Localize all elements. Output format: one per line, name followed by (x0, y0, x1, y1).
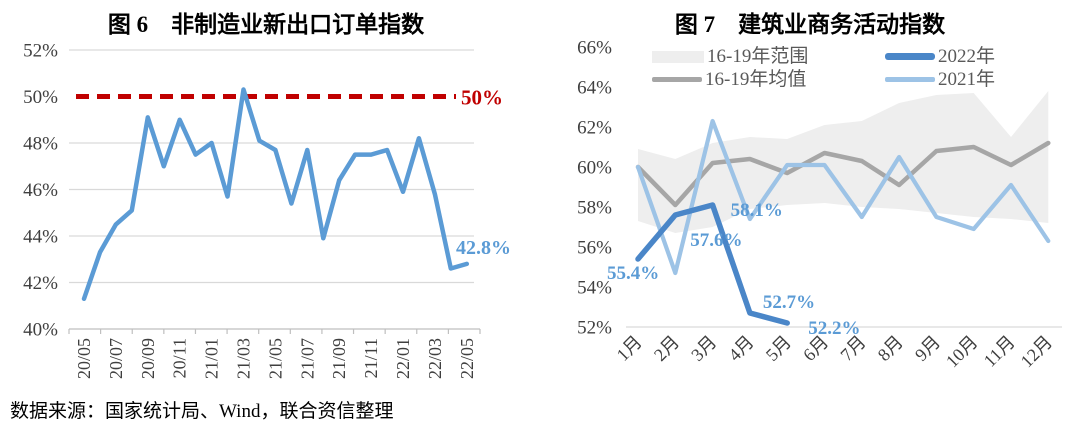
x-tick-label: 10月 (942, 332, 982, 372)
y-tick-label: 64% (577, 78, 612, 99)
x-tick-label: 1月 (613, 332, 646, 365)
y-tick-label: 56% (577, 238, 612, 259)
legend-item-mean: 16-19年均值 (652, 68, 885, 91)
legend-label-mean: 16-19年均值 (705, 69, 807, 90)
y-tick-label: 52% (23, 41, 58, 62)
y-tick-label: 66% (577, 38, 612, 59)
x-tick-label: 20/07 (106, 338, 126, 379)
legend-item-range: 16-19年范围 (652, 45, 885, 68)
end-value-label: 42.8% (456, 237, 511, 259)
range-band-swatch (652, 50, 704, 63)
y-axis-labels: 52% 54% 56% 58% 60% 62% 64% 66% (577, 38, 612, 339)
x-tick-label: 5月 (762, 332, 795, 365)
chart7-title: 图 7 建筑业商务活动指数 (674, 12, 946, 37)
x-tick-label: 21/01 (202, 338, 222, 379)
x-tick-label: 12月 (1017, 332, 1057, 372)
x-axis (68, 328, 481, 334)
chart6-title: 图 6 非制造业新出口订单指数 (107, 12, 425, 37)
reference-line-50: 50% (76, 86, 503, 110)
x-tick-label: 2月 (650, 332, 683, 365)
chart7-legend: 16-19年范围 2022年 16-19年均值 2021年 (652, 45, 995, 91)
data-point-label: 55.4% (607, 263, 659, 284)
y-tick-label: 50% (23, 87, 58, 108)
source-note: 数据来源：国家统计局、Wind，联合资信整理 (10, 401, 394, 422)
line-2022-swatch (885, 53, 935, 60)
y-axis-labels: 40% 42% 44% 46% 48% 50% 52% (23, 41, 58, 341)
x-tick-label: 3月 (687, 332, 720, 365)
data-point-label: 57.6% (690, 230, 742, 251)
series-gray-line (635, 140, 1051, 208)
data-point-label: 58.1% (731, 200, 783, 221)
x-tick-label: 21/07 (297, 338, 317, 379)
x-tick-label: 4月 (724, 332, 757, 365)
x-tick-label: 11月 (980, 332, 1019, 371)
y-tick-label: 44% (23, 227, 58, 248)
line-2021-swatch (885, 77, 935, 82)
x-tick-label: 22/05 (457, 338, 477, 379)
series-light_blue-line (635, 118, 1051, 276)
series-nonmfg-export-line (81, 87, 470, 302)
x-tick-label: 21/11 (361, 338, 381, 378)
legend-label-2021: 2021年 (938, 69, 996, 90)
series-dark_blue-line (635, 202, 790, 326)
x-tick-label: 20/09 (138, 338, 158, 379)
x-tick-label: 22/03 (425, 338, 445, 379)
y-tick-label: 58% (577, 198, 612, 219)
line-mean-swatch (652, 77, 702, 82)
legend-item-2022: 2022年 (885, 45, 995, 68)
y-tick-label: 60% (577, 158, 612, 179)
data-point-label: 52.7% (763, 292, 815, 313)
y-tick-label: 42% (23, 273, 58, 294)
x-tick-label: 8月 (874, 332, 907, 365)
x-tick-label: 9月 (911, 332, 944, 365)
gridlines (69, 49, 474, 284)
x-tick-label: 20/05 (74, 338, 94, 379)
x-axis-labels: 20/05 20/07 20/09 20/11 21/01 21/03 21/05 21/07… (74, 338, 477, 379)
y-tick-label: 54% (577, 278, 612, 299)
y-tick-label: 48% (23, 134, 58, 155)
chart6-nonmfg-export-orders-plot: 40% 42% 44% 46% 48% 50% 52% 20/05 20/07 20/09 20/1… (23, 41, 511, 380)
x-tick-label: 21/05 (265, 338, 285, 379)
x-tick-label: 22/01 (393, 338, 413, 379)
data-point-label: 52.2% (808, 318, 860, 339)
legend-label-range: 16-19年范围 (707, 46, 809, 67)
y-tick-label: 40% (23, 320, 58, 341)
y-tick-label: 62% (577, 118, 612, 139)
y-tick-label: 46% (23, 180, 58, 201)
x-tick-label: 21/09 (329, 338, 349, 379)
x-tick-label: 20/11 (170, 338, 190, 378)
reference-line-label: 50% (461, 86, 503, 110)
y-tick-label: 52% (577, 318, 612, 339)
legend-item-2021: 2021年 (885, 68, 995, 91)
x-tick-label: 21/03 (234, 338, 254, 379)
chart7-construction-activity-plot: 52%54%56%58%60%62%64%66%1月 2月 3月 4月 5月 6月 7月 8月… (577, 38, 1062, 372)
legend-label-2022: 2022年 (938, 46, 996, 67)
